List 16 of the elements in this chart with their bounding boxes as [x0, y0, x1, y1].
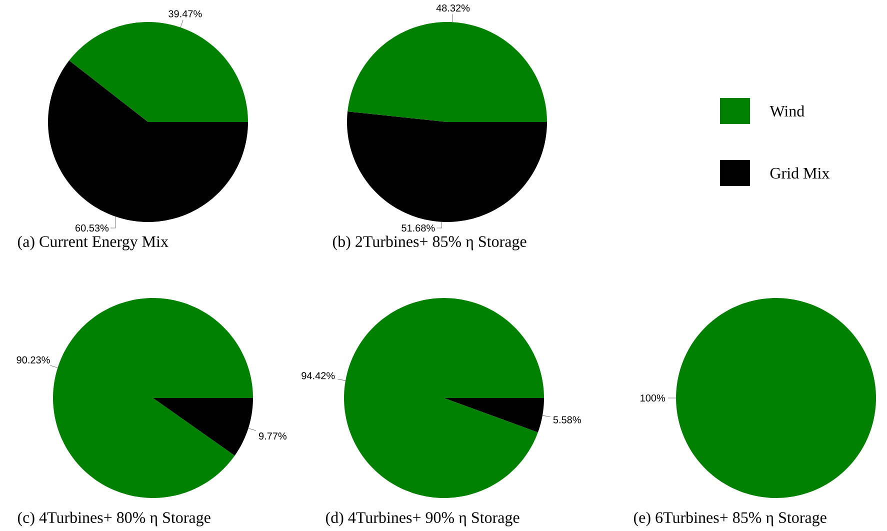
data-label: 39.47%	[168, 10, 202, 18]
data-label: 100%	[640, 394, 666, 402]
legend-label: Grid Mix	[770, 167, 830, 179]
data-label: 94.42%	[302, 372, 335, 380]
text: (d) 4Turbines+ 90% η Storage	[326, 512, 520, 526]
data-label: 51.68%	[402, 224, 435, 232]
text: (c) 4Turbines+ 80% η Storage	[18, 512, 210, 526]
text: (a) Current Energy Mix	[18, 236, 168, 250]
text: (e) 6Turbines+ 85% η Storage	[634, 512, 826, 526]
data-label: 48.32%	[436, 4, 470, 12]
text: (b) 2Turbines+ 85% η Storage	[332, 236, 526, 250]
data-label: 90.23%	[16, 356, 50, 364]
data-label: 9.77%	[258, 432, 287, 440]
legend-label: Wind	[770, 105, 804, 117]
data-label: 5.58%	[553, 416, 581, 424]
data-label: 60.53%	[76, 224, 109, 232]
